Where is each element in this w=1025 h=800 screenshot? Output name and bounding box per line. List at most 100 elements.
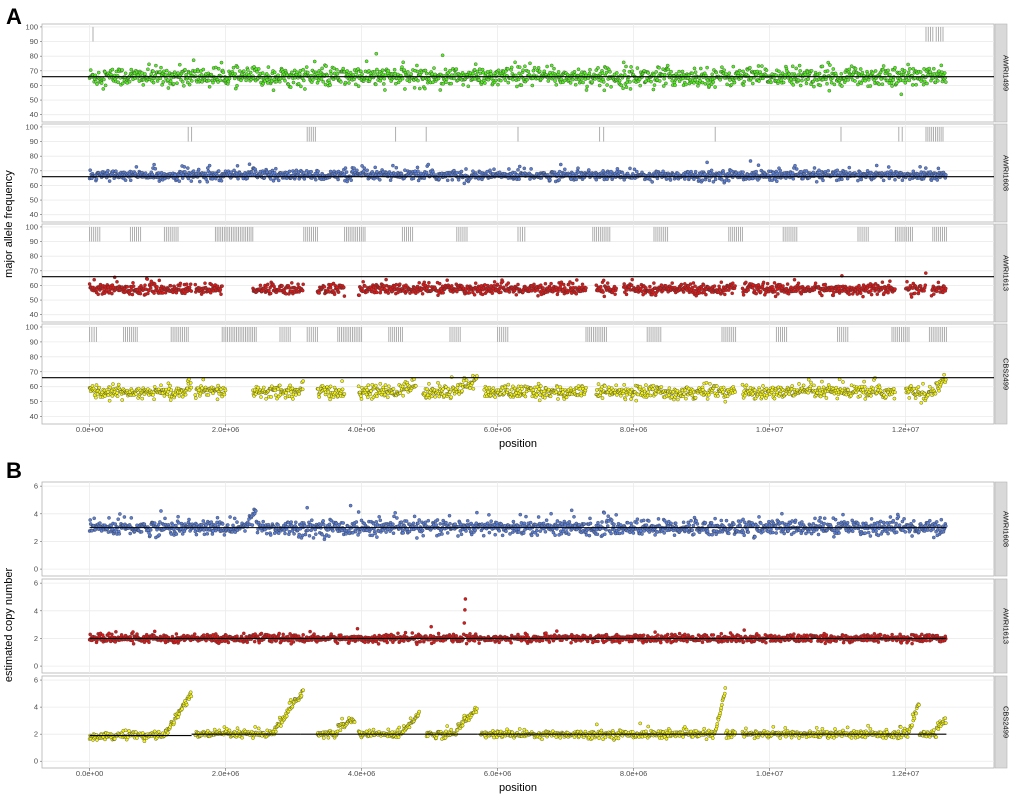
data-point (545, 64, 549, 69)
data-point (198, 179, 202, 184)
data-point (177, 179, 182, 183)
data-point (875, 292, 880, 296)
data-point (138, 291, 143, 296)
data-point (120, 81, 125, 86)
data-point (155, 285, 159, 289)
data-point (280, 284, 284, 288)
data-point (839, 72, 844, 76)
data-point (221, 70, 226, 75)
data-point (791, 177, 796, 181)
y-tick-label: 50 (30, 296, 38, 305)
data-point (218, 78, 223, 83)
data-point (375, 67, 379, 72)
data-point (880, 82, 885, 86)
y-tick-label: 80 (30, 152, 38, 161)
y-tick-label: 40 (30, 412, 38, 421)
data-point (623, 73, 627, 77)
data-point (344, 170, 349, 174)
data-point (870, 71, 875, 75)
data-point (932, 66, 936, 71)
data-point (87, 282, 92, 286)
data-point (804, 81, 809, 86)
data-point (472, 68, 477, 72)
data-point (679, 282, 684, 287)
data-point (231, 65, 236, 70)
data-point (115, 394, 120, 398)
data-point (571, 77, 575, 82)
data-point (845, 176, 850, 181)
data-point (624, 85, 629, 89)
data-point (207, 85, 212, 89)
data-point (248, 70, 253, 75)
y-tick-label: 60 (30, 382, 38, 391)
data-point (496, 82, 500, 87)
data-point (178, 62, 182, 67)
data-point (507, 290, 512, 294)
data-point (211, 391, 215, 396)
data-point (601, 278, 606, 283)
data-point (806, 285, 810, 289)
data-point (216, 169, 221, 173)
data-point (492, 167, 496, 171)
data-point (189, 385, 194, 390)
data-point (604, 70, 609, 75)
data-point (379, 288, 383, 292)
data-point (254, 169, 258, 174)
data-point (754, 72, 758, 77)
data-point (509, 65, 514, 70)
data-point (127, 79, 132, 84)
data-point (271, 88, 276, 92)
data-point (94, 383, 99, 387)
data-point (529, 167, 533, 171)
data-point (812, 166, 817, 170)
data-point (264, 285, 268, 290)
data-point (549, 281, 553, 286)
data-point (940, 287, 944, 291)
data-point (452, 76, 456, 81)
data-point (692, 66, 697, 71)
data-point (751, 81, 755, 86)
y-tick-label: 90 (30, 137, 38, 146)
data-point (700, 287, 704, 291)
data-point (705, 160, 709, 165)
data-point (108, 385, 112, 390)
data-point (523, 64, 527, 69)
data-point (796, 78, 801, 82)
data-point (517, 164, 522, 169)
data-point (516, 77, 521, 82)
data-point (342, 294, 347, 298)
data-point (800, 78, 804, 83)
data-point (635, 169, 639, 174)
data-point (412, 86, 417, 90)
data-point (298, 72, 302, 76)
data-point (691, 281, 696, 285)
data-point (182, 84, 186, 88)
data-point (853, 79, 857, 83)
data-point (840, 84, 844, 88)
data-point (373, 165, 377, 170)
data-point (781, 80, 786, 85)
data-point (858, 67, 863, 71)
data-point (690, 71, 694, 76)
data-point (513, 60, 517, 65)
data-point (525, 77, 529, 82)
data-point (400, 65, 404, 69)
data-point (130, 292, 135, 297)
data-point (153, 166, 158, 171)
data-point (713, 85, 717, 89)
data-point (759, 289, 763, 294)
data-point (500, 279, 505, 284)
data-point (829, 80, 834, 85)
data-point (849, 64, 854, 68)
data-point (115, 391, 119, 395)
data-point (386, 291, 391, 295)
data-point (207, 78, 211, 83)
data-point (856, 178, 860, 183)
y-tick-label: 80 (30, 52, 38, 61)
data-point (184, 282, 189, 286)
data-point (160, 83, 164, 87)
data-point (388, 178, 393, 182)
data-point (384, 277, 388, 282)
data-point (692, 81, 696, 85)
data-point (169, 388, 174, 392)
